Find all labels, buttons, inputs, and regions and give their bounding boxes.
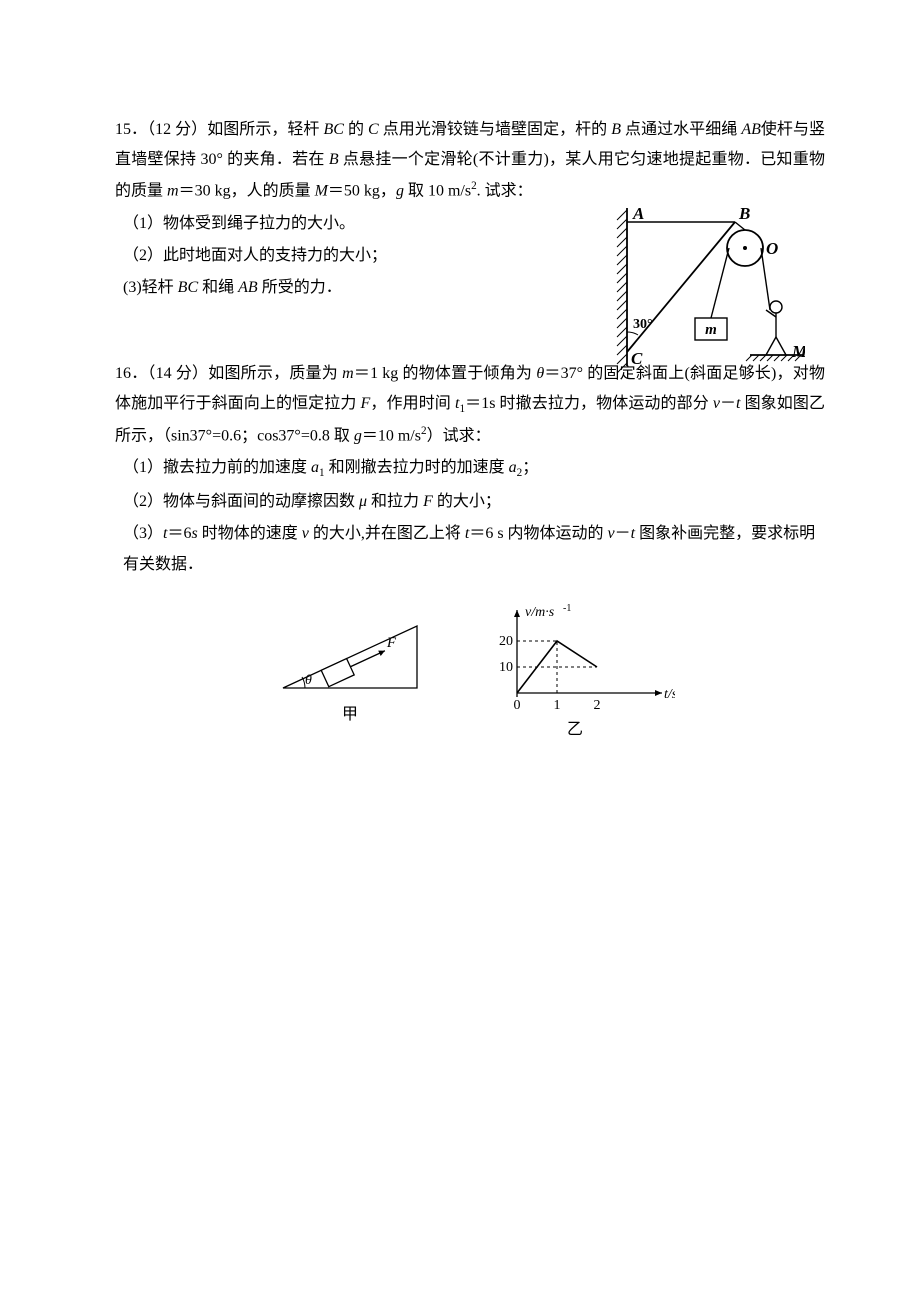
p16-number: 16． [115,365,147,382]
problem-15-stem: 15．（12 分）如图所示，轻杆 BC 的 C 点用光滑铰链与墙壁固定，杆的 B… [115,115,825,207]
svg-text:A: A [632,204,644,223]
svg-text:30°: 30° [633,317,653,332]
t: ＝50 kg， [328,182,396,199]
figure-16-yi-svg: v/m·s -1 t/s 10 20 0 1 2 [475,598,675,713]
mu: μ [359,493,367,510]
sym-bc: BC [178,279,198,296]
svg-text:v/m·s: v/m·s [525,605,555,620]
caption-yi: 乙 [475,715,675,745]
t: (3)轻杆 [123,279,178,296]
sym-g: g [396,182,404,199]
dash: － [615,525,631,542]
problem-16-stem: 16．（14 分）如图所示，质量为 m＝1 kg 的物体置于倾角为 θ＝37° … [115,359,825,452]
p16-subquestions: （1）撤去拉力前的加速度 a1 和刚撤去拉力时的加速度 a2； （2）物体与斜面… [123,453,825,580]
F: F [423,493,433,510]
t: 和绳 [198,279,238,296]
svg-text:O: O [766,239,778,258]
t: 如图所示，轻杆 [207,121,323,138]
sym-c: C [368,121,379,138]
dash: － [720,395,736,412]
p16-q3: （3）t＝6s 时物体的速度 v 的大小,并在图乙上将 t＝6 s 内物体运动的… [123,519,825,580]
t: ； [522,459,538,476]
sym-m: m [167,182,179,199]
problem-16: 16．（14 分）如图所示，质量为 m＝1 kg 的物体置于倾角为 θ＝37° … [115,359,825,746]
a2: a [509,459,517,476]
page: 15．（12 分）如图所示，轻杆 BC 的 C 点用光滑铰链与墙壁固定，杆的 B… [0,0,920,1302]
t: 点通过水平细绳 [621,121,741,138]
figure-15: 30°mABOCM [595,200,805,380]
t: （3） [123,525,163,542]
sym-f: F [361,395,371,412]
t: 所受的力． [258,279,342,296]
t: . 试求： [477,182,533,199]
p15-number: 15． [115,121,147,138]
p16-points: （14 分） [147,365,208,382]
svg-text:B: B [738,204,750,223]
t: 取 10 m/s [404,182,471,199]
t: 的 [344,121,368,138]
figure-16-wrap: θF 甲 v/m·s-1t/s1020012 乙 [115,598,825,745]
t: ，作用时间 [370,395,455,412]
a1: a [311,459,319,476]
svg-text:2: 2 [594,698,601,713]
t: 的大小,并在图乙上将 [309,525,465,542]
sym-bc: BC [323,121,343,138]
svg-text:20: 20 [499,634,513,649]
sym-ab: AB [238,279,258,296]
t: ＝30 kg，人的质量 [179,182,315,199]
sym-ab: AB [741,121,761,138]
t: ＝6 [167,525,191,542]
svg-text:F: F [386,635,397,651]
t: 的大小； [433,493,501,510]
svg-text:t/s: t/s [664,687,675,702]
t: ＝1s 时撤去拉力，物体运动的部分 [465,395,713,412]
t: 和刚撤去拉力时的加速度 [325,459,509,476]
t: 点用光滑铰链与墙壁固定，杆的 [379,121,612,138]
t: ＝1 kg 的物体置于倾角为 [354,365,537,382]
p15-points: （12 分） [147,121,207,138]
t: ＝6 s 内物体运动的 [469,525,607,542]
t: ＝10 m/s [362,427,421,444]
svg-text:10: 10 [499,660,513,675]
svg-text:-1: -1 [563,603,571,614]
sym-m: m [342,365,354,382]
t: 时物体的速度 [198,525,302,542]
v2: v [608,525,615,542]
problem-15: 15．（12 分）如图所示，轻杆 BC 的 C 点用光滑铰链与墙壁固定，杆的 B… [115,115,825,304]
sym-v: v [713,395,720,412]
sym-b2: B [329,151,339,168]
figure-16-jia-svg: θF [265,598,435,698]
v: v [302,525,309,542]
svg-text:m: m [705,322,717,338]
t: （1）撤去拉力前的加速度 [123,459,311,476]
svg-text:1: 1 [554,698,561,713]
caption-jia: 甲 [265,700,435,730]
svg-text:0: 0 [514,698,521,713]
p16-q2: （2）物体与斜面间的动摩擦因数 μ 和拉力 F 的大小； [123,487,825,517]
sym-b: B [611,121,621,138]
t: ）试求： [427,427,491,444]
t: 和拉力 [367,493,423,510]
t: 如图所示，质量为 [208,365,342,382]
svg-text:θ: θ [305,673,312,688]
figure-16-jia: θF 甲 [265,598,435,730]
t: （2）物体与斜面间的动摩擦因数 [123,493,359,510]
figure-15-svg: 30°mABOCM [595,200,805,380]
p16-q1: （1）撤去拉力前的加速度 a1 和刚撤去拉力时的加速度 a2； [123,453,825,484]
sym-g: g [354,427,362,444]
sym-M: M [315,182,328,199]
figure-16-yi: v/m·s -1 t/s 10 20 0 1 2 乙 [475,598,675,745]
